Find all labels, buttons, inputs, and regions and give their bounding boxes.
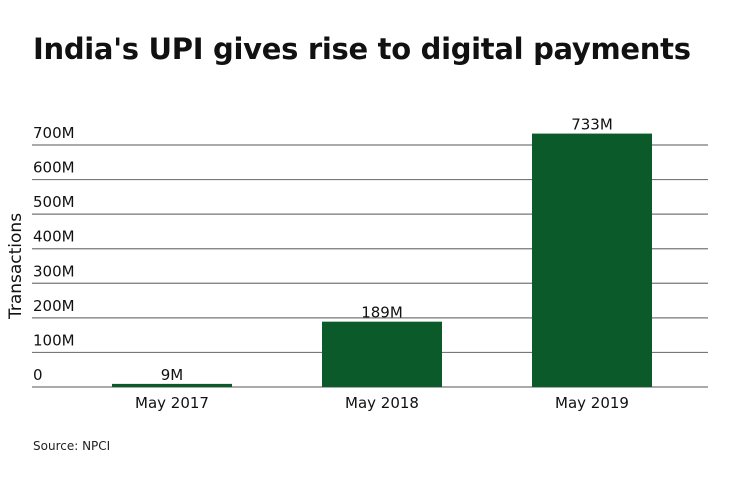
bar [532,133,652,387]
y-tick-label: 0 [33,366,43,384]
x-tick-label: May 2018 [345,394,419,412]
chart-title: India's UPI gives rise to digital paymen… [33,32,691,66]
source-note: Source: NPCI [33,439,111,453]
x-tick-label: May 2019 [555,394,629,412]
y-tick-label: 300M [33,262,75,280]
y-tick-label: 600M [33,159,75,177]
bar [112,383,232,387]
y-tick-label: 100M [33,331,75,349]
y-tick-label: 500M [33,193,75,211]
y-tick-label: 200M [33,297,75,315]
bar [322,321,442,387]
data-label: 9M [161,366,184,384]
y-tick-label: 400M [33,228,75,246]
data-label: 189M [361,304,403,322]
y-axis-label: Transactions [6,213,26,320]
x-tick-label: May 2017 [135,394,209,412]
data-label: 733M [571,116,613,134]
y-tick-label: 700M [33,124,75,142]
